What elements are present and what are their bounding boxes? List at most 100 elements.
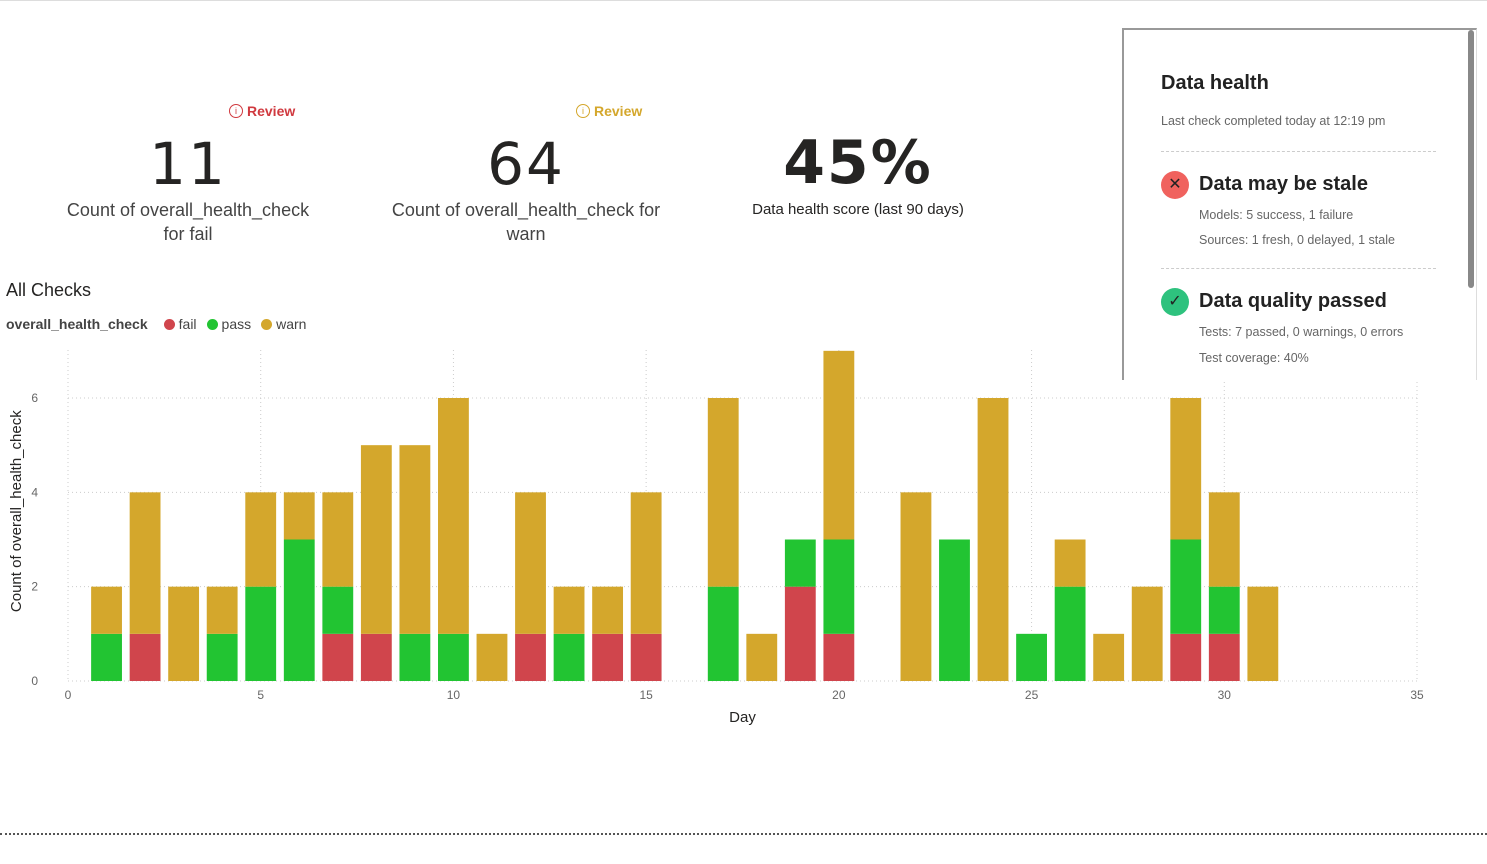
bar-fail-day-29 bbox=[1170, 633, 1202, 681]
check-circle-icon: ✓ bbox=[1161, 288, 1189, 316]
review-label: Review bbox=[594, 103, 643, 119]
bar-warn-day-6 bbox=[283, 492, 315, 540]
legend-fail-marker bbox=[163, 318, 175, 330]
bar-warn-day-2 bbox=[129, 492, 161, 634]
bar-fail-day-19 bbox=[784, 586, 816, 681]
divider bbox=[1161, 268, 1436, 269]
x-tick-label: 20 bbox=[832, 688, 846, 702]
legend-pass[interactable]: pass bbox=[221, 316, 252, 332]
x-tick-label: 30 bbox=[1218, 688, 1232, 702]
bottom-divider bbox=[0, 833, 1487, 835]
bar-pass-day-23 bbox=[939, 539, 970, 681]
review-label: Review bbox=[247, 103, 296, 119]
bar-warn-day-11 bbox=[476, 633, 508, 681]
stale-title: Data may be stale bbox=[1199, 173, 1368, 195]
legend-warn[interactable]: warn bbox=[276, 316, 307, 332]
kpi-label: Count of overall_health_check for warn bbox=[391, 200, 661, 244]
kpi-score-card: 45% Data health score (last 90 days) bbox=[720, 128, 996, 222]
chart-title: All Checks bbox=[6, 280, 92, 300]
x-tick-label: 35 bbox=[1410, 688, 1424, 702]
bar-warn-day-30 bbox=[1208, 492, 1240, 587]
last-check-text: Last check completed today at 12:19 pm bbox=[1161, 114, 1386, 128]
quality-title: Data quality passed bbox=[1199, 290, 1387, 312]
bar-warn-day-1 bbox=[91, 586, 122, 634]
bar-pass-day-17 bbox=[707, 586, 739, 681]
stacked-bar-chart: 0 5 10 15 20 25 30 35 0 2 4 6 Day Count of overall_he… bbox=[8, 350, 1424, 726]
bar-warn-day-7 bbox=[322, 492, 354, 587]
x-tick-label: 10 bbox=[447, 688, 461, 702]
bar-fail-day-12 bbox=[515, 633, 546, 681]
kpi-label: Count of overall_health_check for fail bbox=[66, 200, 310, 244]
bar-warn-day-3 bbox=[168, 586, 200, 681]
bar-warn-day-24 bbox=[977, 398, 1009, 681]
kpi-value: 64 bbox=[487, 130, 565, 198]
bar-pass-day-19 bbox=[784, 539, 816, 587]
bar-warn-day-28 bbox=[1131, 586, 1163, 681]
models-status: Models: 5 success, 1 failure bbox=[1199, 208, 1354, 222]
data-health-panel: Data health Last check completed today a… bbox=[1122, 28, 1477, 380]
bar-warn-day-14 bbox=[592, 586, 624, 634]
test-coverage: Test coverage: 40% bbox=[1199, 351, 1309, 365]
y-tick-label: 0 bbox=[31, 674, 38, 688]
bar-pass-day-10 bbox=[438, 633, 469, 681]
bar-warn-day-12 bbox=[515, 492, 546, 634]
review-warn-link[interactable]: i Review bbox=[576, 103, 642, 119]
kpi-fail-card: 11 Count of overall_health_check for fai… bbox=[40, 130, 336, 246]
bar-fail-day-2 bbox=[129, 633, 161, 681]
bar-pass-day-29 bbox=[1170, 539, 1202, 634]
bar-pass-day-30 bbox=[1208, 586, 1240, 634]
bar-warn-day-20 bbox=[823, 350, 855, 540]
x-axis-label: Day bbox=[729, 709, 756, 726]
bar-warn-day-15 bbox=[630, 492, 662, 634]
bar-warn-day-31 bbox=[1247, 586, 1279, 681]
bar-warn-day-18 bbox=[746, 633, 778, 681]
legend-fail[interactable]: fail bbox=[178, 316, 197, 332]
bar-warn-day-9 bbox=[399, 445, 431, 634]
bar-fail-day-20 bbox=[823, 633, 855, 681]
bar-pass-day-9 bbox=[399, 633, 431, 681]
chart-legend: overall_health_check fail pass warn bbox=[6, 316, 306, 332]
bar-warn-day-27 bbox=[1093, 633, 1125, 681]
x-tick-label: 0 bbox=[65, 688, 72, 702]
y-tick-label: 4 bbox=[31, 485, 38, 499]
review-fail-link[interactable]: i Review bbox=[229, 103, 295, 119]
kpi-value: 11 bbox=[149, 130, 227, 198]
bar-pass-day-6 bbox=[283, 539, 315, 681]
bar-fail-day-7 bbox=[322, 633, 354, 681]
x-tick-label: 5 bbox=[257, 688, 264, 702]
divider bbox=[1161, 151, 1436, 152]
bar-warn-day-8 bbox=[360, 445, 392, 634]
x-tick-label: 25 bbox=[1025, 688, 1039, 702]
bar-fail-day-15 bbox=[630, 633, 662, 681]
y-tick-label: 6 bbox=[31, 391, 38, 405]
bar-warn-day-26 bbox=[1054, 539, 1086, 587]
bar-warn-day-10 bbox=[438, 398, 469, 634]
bar-fail-day-30 bbox=[1208, 633, 1240, 681]
legend-warn-marker bbox=[261, 318, 273, 330]
bar-fail-day-8 bbox=[360, 633, 392, 681]
bar-warn-day-29 bbox=[1170, 398, 1202, 540]
bar-pass-day-20 bbox=[823, 539, 855, 634]
bar-warn-day-17 bbox=[707, 398, 739, 587]
kpi-label: Data health score (last 90 days) bbox=[752, 201, 964, 218]
bar-pass-day-7 bbox=[322, 586, 354, 634]
bar-warn-day-4 bbox=[206, 586, 238, 634]
sources-status: Sources: 1 fresh, 0 delayed, 1 stale bbox=[1199, 233, 1395, 247]
bar-pass-day-5 bbox=[245, 586, 277, 681]
x-tick-label: 15 bbox=[639, 688, 653, 702]
kpi-value: 45% bbox=[783, 128, 933, 198]
bar-pass-day-1 bbox=[91, 633, 122, 681]
panel-scrollbar[interactable] bbox=[1468, 30, 1474, 288]
legend-title: overall_health_check bbox=[6, 316, 148, 332]
bar-pass-day-25 bbox=[1016, 633, 1047, 681]
kpi-warn-card: 64 Count of overall_health_check for war… bbox=[380, 130, 672, 246]
bar-warn-day-5 bbox=[245, 492, 277, 587]
panel-title: Data health bbox=[1161, 72, 1269, 94]
bar-pass-day-4 bbox=[206, 633, 238, 681]
top-border bbox=[0, 0, 1487, 1]
x-circle-icon: ✕ bbox=[1161, 171, 1189, 199]
info-icon: i bbox=[576, 104, 590, 118]
tests-status: Tests: 7 passed, 0 warnings, 0 errors bbox=[1199, 325, 1404, 339]
bar-pass-day-26 bbox=[1054, 586, 1086, 681]
bar-fail-day-14 bbox=[592, 633, 624, 681]
